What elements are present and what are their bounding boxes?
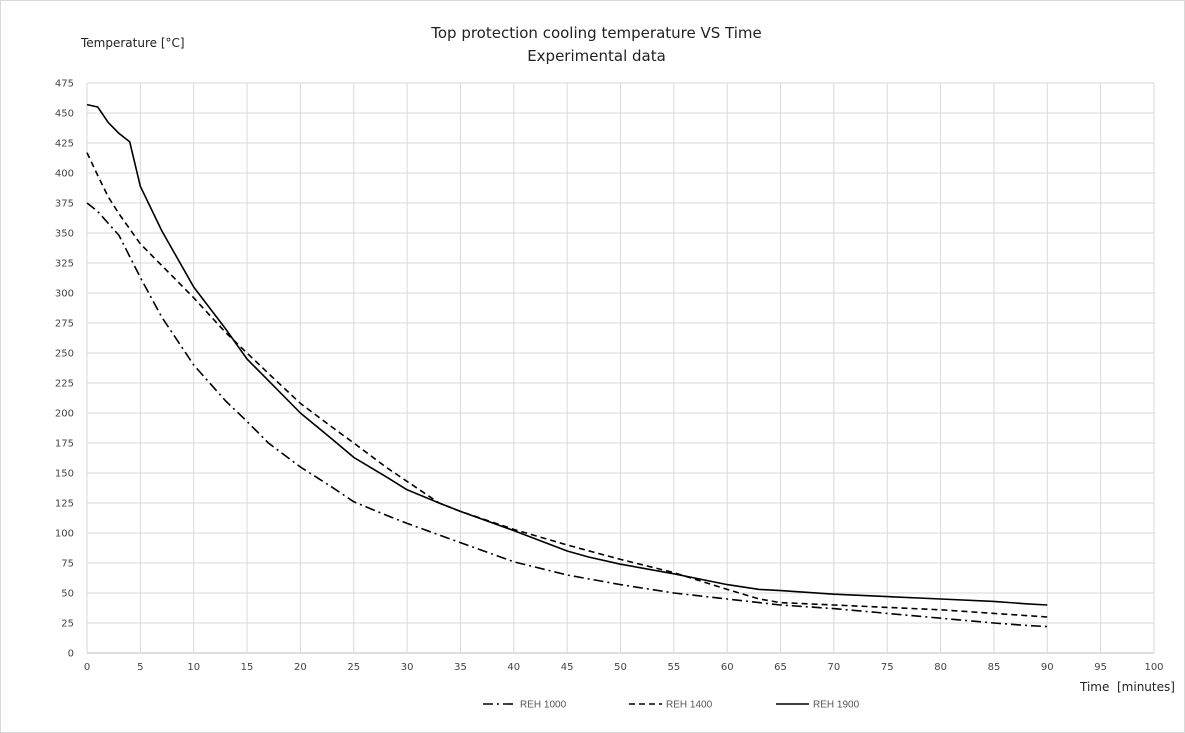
x-tick-label: 80 <box>934 662 947 673</box>
x-tick-label: 10 <box>187 662 200 673</box>
x-tick-label: 15 <box>241 662 254 673</box>
y-tick-label: 225 <box>55 379 74 390</box>
chart-subtitle: Experimental data <box>527 47 666 65</box>
y-tick-label: 150 <box>55 469 74 480</box>
x-tick-label: 40 <box>507 662 520 673</box>
y-tick-label: 0 <box>68 649 74 660</box>
y-tick-label: 75 <box>61 559 74 570</box>
y-tick-label: 25 <box>61 619 74 630</box>
x-tick-label: 30 <box>401 662 414 673</box>
y-tick-label: 325 <box>55 259 74 270</box>
x-tick-label: 50 <box>614 662 627 673</box>
x-tick-label: 60 <box>721 662 734 673</box>
x-tick-label: 55 <box>667 662 680 673</box>
y-tick-label: 350 <box>55 229 74 240</box>
y-tick-label: 375 <box>55 199 74 210</box>
legend-label: REH 1000 <box>520 700 567 711</box>
legend-label: REH 1900 <box>813 700 860 711</box>
x-tick-label: 0 <box>84 662 90 673</box>
x-tick-label: 100 <box>1144 662 1163 673</box>
series-line-reh-1400 <box>86 152 1048 618</box>
y-tick-label: 475 <box>55 79 74 90</box>
y-tick-label: 50 <box>61 589 74 600</box>
x-tick-label: 85 <box>988 662 1001 673</box>
y-tick-label: 200 <box>55 409 74 420</box>
y-tick-label: 250 <box>55 349 74 360</box>
y-tick-label: 275 <box>55 319 74 330</box>
legend-label: REH 1400 <box>666 700 713 711</box>
y-axis-label: Temperature [°C] <box>81 36 185 50</box>
y-tick-label: 100 <box>55 529 74 540</box>
legend: REH 1000 REH 1400 REH 1900 <box>483 700 860 711</box>
y-tick-label: 450 <box>55 109 74 120</box>
x-tick-label: 35 <box>454 662 467 673</box>
series-line-reh-1000 <box>86 202 1048 628</box>
x-tick-label: 75 <box>881 662 894 673</box>
y-tick-label: 175 <box>55 439 74 450</box>
x-tick-label: 45 <box>561 662 574 673</box>
x-tick-label: 25 <box>347 662 360 673</box>
chart-title: Top protection cooling temperature VS Ti… <box>431 24 762 42</box>
y-tick-labels: 0 25 50 75 100 125 150 175 200 225 250 275 300 325 350… <box>55 79 74 660</box>
x-tick-label: 5 <box>137 662 143 673</box>
legend-item: REH 1400 <box>629 700 713 711</box>
x-tick-labels: 0 5 10 15 20 25 30 35 40 45 50 55 60 65 70 75 80 85 90 95 10… <box>84 662 1164 673</box>
legend-item: REH 1900 <box>776 700 860 711</box>
x-tick-label: 70 <box>828 662 841 673</box>
legend-item: REH 1000 <box>483 700 567 711</box>
x-tick-label: 95 <box>1094 662 1107 673</box>
grid-lines <box>86 82 1155 654</box>
y-tick-label: 425 <box>55 139 74 150</box>
y-tick-label: 300 <box>55 289 74 300</box>
series-line-reh-1900 <box>86 103 1048 606</box>
series-lines <box>86 103 1048 628</box>
y-tick-label: 400 <box>55 169 74 180</box>
x-tick-label: 65 <box>774 662 787 673</box>
y-tick-label: 125 <box>55 499 74 510</box>
x-tick-label: 90 <box>1041 662 1054 673</box>
x-tick-label: 20 <box>294 662 307 673</box>
x-axis-label: Time [minutes] <box>1080 680 1175 694</box>
